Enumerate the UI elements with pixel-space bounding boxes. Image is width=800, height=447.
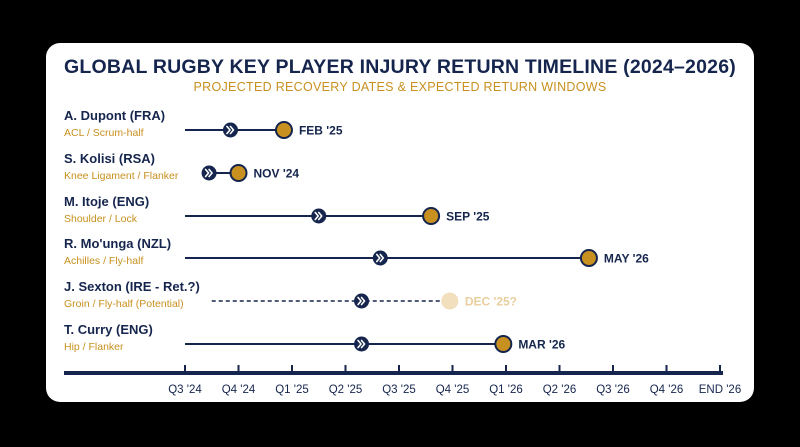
player-name: A. Dupont (FRA) xyxy=(64,108,165,123)
x-axis-tick-label: Q2 '25 xyxy=(329,384,363,396)
chevron-right-icon xyxy=(357,339,366,349)
player-injury: Hip / Flanker xyxy=(64,341,124,353)
chart-card: GLOBAL RUGBY KEY PLAYER INJURY RETURN TI… xyxy=(46,43,754,402)
return-marker xyxy=(494,335,513,353)
x-axis-tick-label: Q1 '26 xyxy=(489,384,523,396)
return-label: FEB '25 xyxy=(299,124,343,138)
x-axis: Q3 '24 Q4 '24 Q1 '25 Q2 '25 Q3 '25 Q4 '25 Q1 '… xyxy=(64,365,741,396)
return-label: MAR '26 xyxy=(518,338,565,352)
return-marker xyxy=(441,292,459,310)
x-axis-tick-label: Q3 '24 xyxy=(168,384,202,396)
player-row: S. Kolisi (RSA) Knee Ligament / Flanker NO… xyxy=(64,151,299,182)
chart-title: GLOBAL RUGBY KEY PLAYER INJURY RETURN TI… xyxy=(64,56,736,78)
chevron-right-icon xyxy=(226,125,235,135)
x-axis-tick-label: Q1 '25 xyxy=(275,384,309,396)
player-name: J. Sexton (IRE - Ret.?) xyxy=(64,279,200,294)
chevron-right-icon xyxy=(375,253,385,263)
player-name: T. Curry (ENG) xyxy=(64,322,153,337)
x-axis-tick-label: Q4 '24 xyxy=(222,384,256,396)
chevron-right-icon xyxy=(357,296,366,306)
player-name: M. Itoje (ENG) xyxy=(64,194,149,209)
player-injury: Groin / Fly-half (Potential) xyxy=(64,298,184,310)
timeline-chart: Q3 '24 Q4 '24 Q1 '25 Q2 '25 Q3 '25 Q4 '25 Q1 '… xyxy=(64,108,741,396)
player-name: R. Mo'unga (NZL) xyxy=(64,236,171,251)
player-injury: Knee Ligament / Flanker xyxy=(64,170,179,182)
x-axis-tick-label: Q3 '25 xyxy=(382,384,416,396)
player-row: J. Sexton (IRE - Ret.?) Groin / Fly-half … xyxy=(64,279,517,310)
return-marker xyxy=(579,249,598,267)
return-marker xyxy=(422,207,441,225)
player-injury: Shoulder / Lock xyxy=(64,213,138,225)
return-marker xyxy=(229,164,248,182)
return-label: NOV '24 xyxy=(254,167,300,181)
chart-subtitle: PROJECTED RECOVERY DATES & EXPECTED RETU… xyxy=(193,80,607,94)
chevron-right-icon xyxy=(204,168,213,178)
return-label: DEC '25? xyxy=(465,295,517,309)
player-name: S. Kolisi (RSA) xyxy=(64,151,155,166)
x-axis-tick-label: Q2 '26 xyxy=(543,384,577,396)
player-injury: Achilles / Fly-half xyxy=(64,255,143,267)
player-injury: ACL / Scrum-half xyxy=(64,127,144,139)
return-marker xyxy=(274,121,293,139)
return-label: MAY '26 xyxy=(604,252,649,266)
player-row: M. Itoje (ENG) Shoulder / Lock SEP '25 xyxy=(64,194,490,225)
chevron-right-icon xyxy=(314,211,323,221)
x-axis-tick-label: END '26 xyxy=(699,384,741,396)
x-axis-tick-label: Q3 '26 xyxy=(596,384,630,396)
player-row: T. Curry (ENG) Hip / Flanker MAR '26 xyxy=(64,322,566,353)
x-axis-tick-label: Q4 '25 xyxy=(436,384,470,396)
x-axis-tick-label: Q4 '26 xyxy=(650,384,684,396)
player-row: R. Mo'unga (NZL) Achilles / Fly-half MAY '… xyxy=(64,236,649,267)
return-label: SEP '25 xyxy=(446,210,490,224)
player-row: A. Dupont (FRA) ACL / Scrum-half FEB '25 xyxy=(64,108,343,139)
